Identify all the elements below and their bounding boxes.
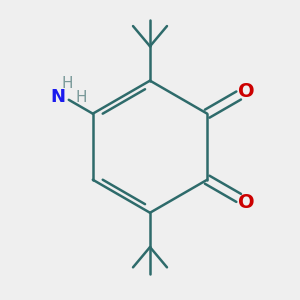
Text: O: O — [238, 82, 254, 101]
Text: H: H — [62, 76, 73, 91]
Text: H: H — [75, 90, 87, 105]
Text: O: O — [238, 193, 254, 212]
Text: N: N — [50, 88, 65, 106]
